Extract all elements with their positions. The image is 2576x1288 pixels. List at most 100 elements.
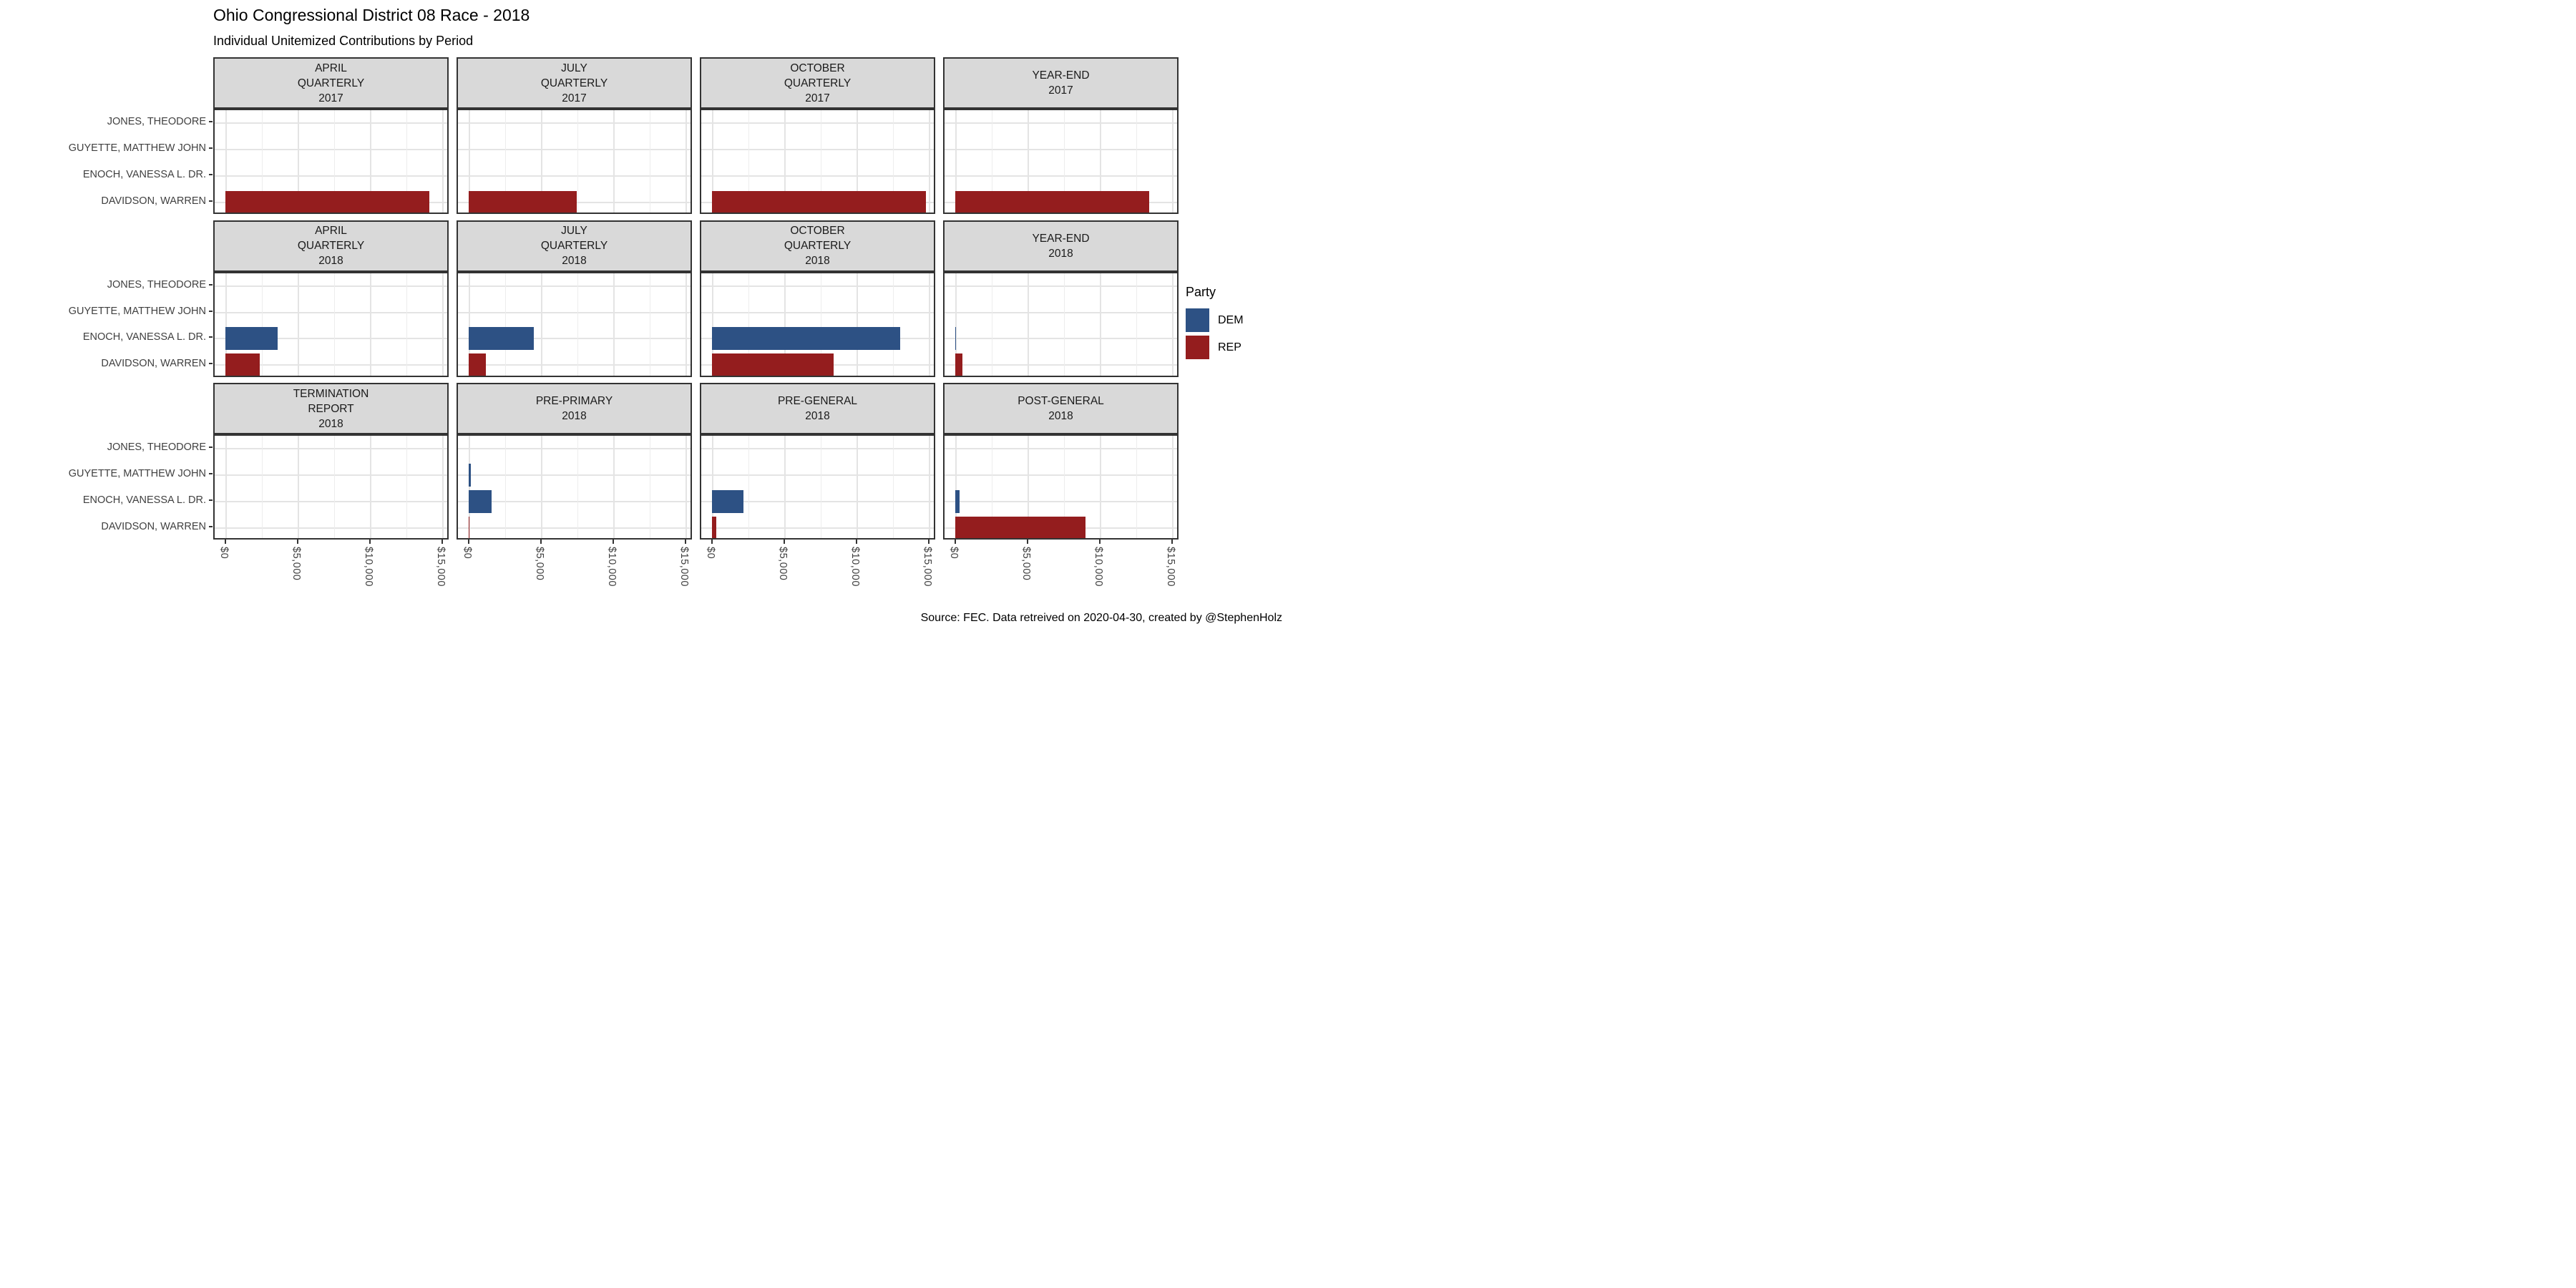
y-axis-tick: [209, 121, 213, 123]
x-axis-tick-label: $15,000: [1165, 547, 1177, 587]
x-axis-tick-label: $10,000: [849, 547, 862, 587]
facet-strip-label: OCTOBER: [790, 225, 845, 237]
facet-strip-label: 2018: [805, 410, 830, 422]
gridline-horizontal: [458, 338, 691, 340]
gridline-horizontal: [945, 285, 1177, 287]
gridline-horizontal: [945, 500, 1177, 502]
x-axis-tick: [540, 540, 542, 544]
x-axis-tick: [613, 540, 615, 544]
gridline-major: [1100, 436, 1102, 538]
facet-strip: PRE-GENERAL 2018: [700, 383, 935, 434]
gridline-horizontal: [701, 527, 934, 529]
facet-panel: [700, 109, 935, 214]
facet-strip-label: YEAR-END: [1032, 69, 1090, 82]
facet-strip-label: 2018: [318, 255, 343, 267]
x-axis-tick: [1171, 540, 1174, 544]
bar-rep: [225, 353, 260, 376]
gridline-major: [298, 273, 299, 376]
bar-dem: [955, 489, 960, 513]
gridline-major: [468, 110, 470, 213]
y-axis-label: DAVIDSON, WARREN: [101, 520, 206, 532]
x-axis-tick-label: $15,000: [922, 547, 934, 587]
y-axis-label: GUYETTE, MATTHEW JOHN: [68, 305, 206, 317]
facet-panel: [213, 271, 449, 377]
gridline-major: [686, 110, 688, 213]
facet-strip-label: JULY: [561, 62, 587, 74]
bar-rep: [711, 190, 927, 213]
x-axis-tick: [685, 540, 687, 544]
gridline-minor: [1136, 436, 1137, 538]
gridline-minor: [748, 273, 749, 376]
facet-strip-label: 2017: [1048, 84, 1073, 97]
gridline-major: [225, 436, 227, 538]
y-axis-label: JONES, THEODORE: [107, 116, 206, 128]
gridline-horizontal: [215, 285, 447, 287]
gridline-minor: [577, 273, 578, 376]
bar-dem: [711, 489, 744, 513]
x-axis-tick: [297, 540, 298, 544]
x-axis-tick-label: $5,000: [534, 547, 545, 581]
y-axis-label: GUYETTE, MATTHEW JOHN: [68, 468, 206, 480]
x-axis-tick-label: $15,000: [435, 547, 447, 587]
facet-panel: [457, 271, 692, 377]
gridline-minor: [504, 436, 506, 538]
gridline-major: [225, 110, 227, 213]
gridline-minor: [261, 110, 263, 213]
gridline-horizontal: [701, 311, 934, 313]
gridline-minor: [261, 436, 263, 538]
facet-strip: OCTOBER QUARTERLY 2018: [700, 220, 935, 272]
y-axis-label: JONES, THEODORE: [107, 278, 206, 291]
gridline-major: [442, 436, 444, 538]
gridline-horizontal: [458, 122, 691, 125]
gridline-horizontal: [458, 500, 691, 502]
facet-strip-label: QUARTERLY: [540, 77, 608, 89]
gridline-minor: [892, 436, 894, 538]
gridline-minor: [261, 273, 263, 376]
gridline-major: [784, 110, 786, 213]
gridline-horizontal: [701, 448, 934, 450]
gridline-major: [370, 273, 372, 376]
bar-dem: [468, 327, 534, 351]
bar-dem: [468, 489, 492, 513]
gridline-horizontal: [215, 448, 447, 450]
x-axis-tick: [856, 540, 858, 544]
bar-dem: [468, 464, 471, 487]
gridline-horizontal: [215, 364, 447, 366]
gridline-major: [711, 436, 713, 538]
x-axis-tick-label: $5,000: [777, 547, 789, 581]
gridline-horizontal: [215, 149, 447, 151]
gridline-horizontal: [458, 149, 691, 151]
y-axis-tick: [209, 173, 213, 175]
gridline-major: [541, 273, 542, 376]
gridline-major: [613, 110, 615, 213]
bar-dem: [955, 327, 957, 351]
gridline-minor: [1136, 273, 1137, 376]
facet-strip-label: 2017: [805, 92, 830, 104]
bar-rep: [225, 190, 429, 213]
gridline-major: [298, 110, 299, 213]
facet-strip: OCTOBER QUARTERLY 2017: [700, 57, 935, 109]
gridline-major: [955, 436, 957, 538]
gridline-horizontal: [945, 338, 1177, 340]
y-axis-label: JONES, THEODORE: [107, 441, 206, 454]
x-axis-tick-label: $15,000: [678, 547, 691, 587]
facet-strip: YEAR-END 2017: [943, 57, 1179, 109]
gridline-major: [370, 436, 372, 538]
gridline-major: [711, 110, 713, 213]
y-axis-tick: [209, 473, 213, 475]
facet-strip-label: 2018: [805, 255, 830, 267]
gridline-major: [686, 436, 688, 538]
facet-panel: [213, 434, 449, 540]
facet-strip-label: QUARTERLY: [784, 77, 852, 89]
gridline-horizontal: [215, 474, 447, 477]
x-axis-tick-label: $0: [462, 547, 473, 560]
gridline-major: [1172, 110, 1174, 213]
y-axis-label: DAVIDSON, WARREN: [101, 358, 206, 370]
y-axis-tick: [209, 310, 213, 312]
chart-canvas: Ohio Congressional District 08 Race - 20…: [0, 0, 1288, 644]
facet-strip-label: QUARTERLY: [297, 77, 365, 89]
gridline-minor: [892, 110, 894, 213]
x-axis-tick: [369, 540, 371, 544]
gridline-horizontal: [458, 474, 691, 477]
x-axis-tick: [224, 540, 226, 544]
